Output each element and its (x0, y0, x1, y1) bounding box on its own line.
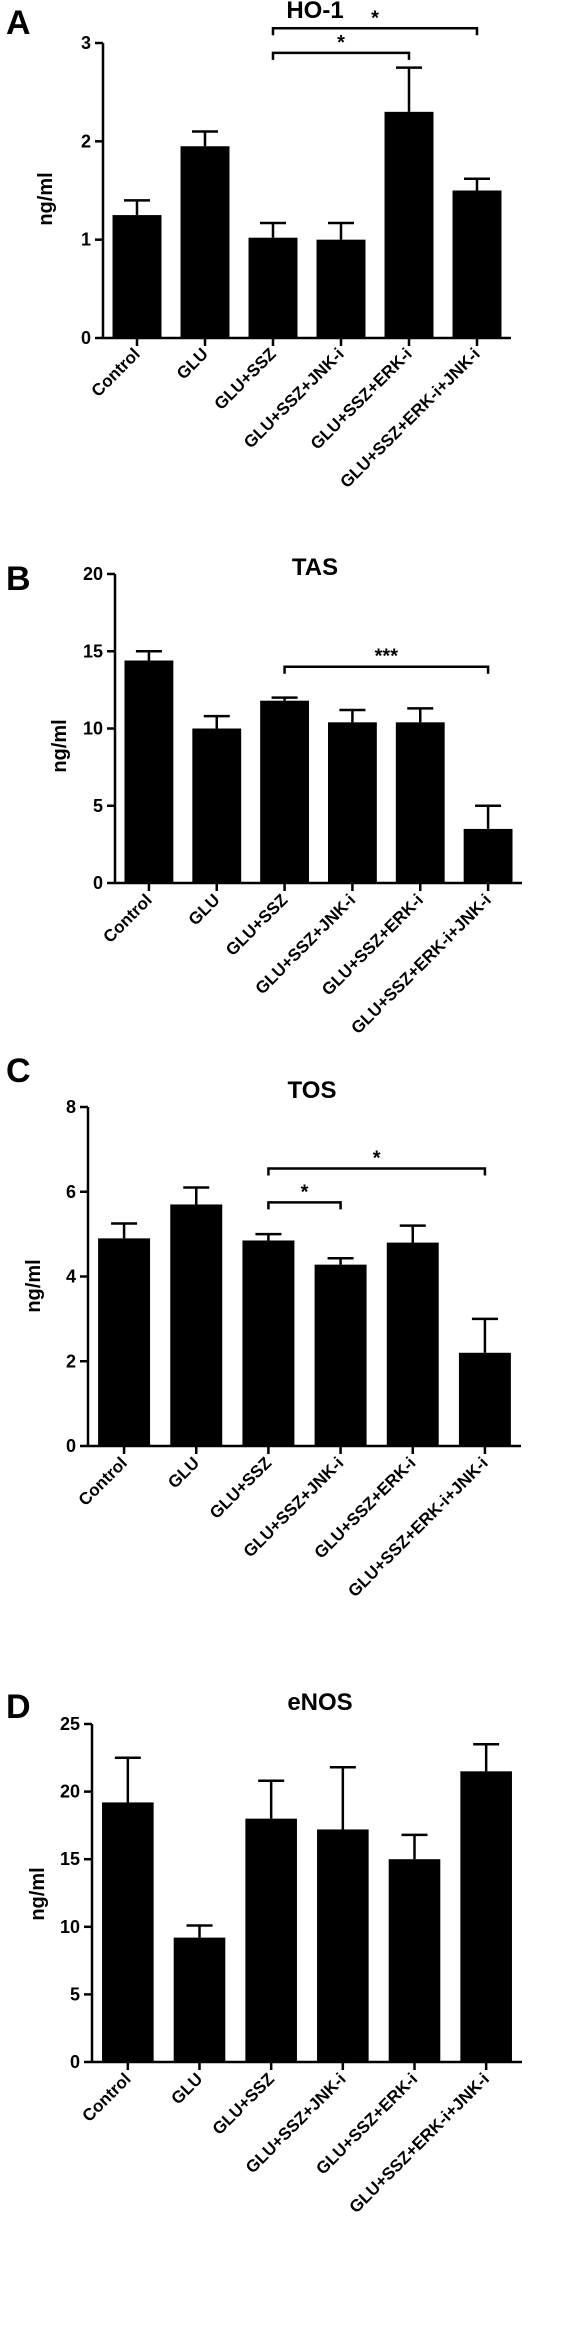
bar (452, 190, 502, 338)
significance-bracket (271, 27, 479, 36)
x-tick-label: Control (78, 2069, 134, 2125)
bar (460, 1771, 512, 2062)
chart-title: TAS (292, 554, 338, 581)
y-tick-label: 2 (81, 131, 91, 151)
x-tick-label: GLU+SSZ+ERK-i+JNK-i (344, 1453, 491, 1600)
y-axis-label: ng/ml (27, 1867, 49, 1920)
bar (180, 146, 230, 338)
bar (316, 239, 366, 338)
x-tick-label: GLU+SSZ (211, 344, 280, 413)
y-tick-label: 15 (83, 641, 103, 661)
y-tick-label: 0 (66, 1436, 76, 1456)
bar (386, 1242, 439, 1446)
chart-title: eNOS (287, 1689, 352, 1716)
x-tick-label: GLU+SSZ+ERK-i+JNK-i (348, 890, 495, 1037)
x-tick-label: GLU (168, 2069, 207, 2108)
y-tick-label: 5 (70, 1984, 80, 2004)
bar (242, 1240, 295, 1446)
bar (314, 1264, 367, 1446)
bar (384, 111, 434, 338)
x-tick-label: GLU+SSZ+ERK-i+JNK-i (336, 344, 483, 491)
y-tick-label: 8 (66, 1097, 76, 1117)
x-tick-label: Control (100, 890, 156, 946)
y-tick-label: 10 (60, 1917, 80, 1937)
bar (170, 1204, 223, 1446)
x-tick-label: Control (88, 344, 144, 400)
chart-title: TOS (288, 1077, 337, 1104)
y-tick-label: 3 (81, 33, 91, 53)
y-tick-label: 4 (66, 1267, 76, 1287)
significance-label: *** (375, 646, 399, 668)
x-tick-label: GLU (173, 344, 212, 383)
y-axis-label: ng/ml (35, 172, 57, 225)
y-tick-label: 1 (81, 230, 91, 250)
significance-label: * (373, 1147, 381, 1169)
bar (98, 1238, 151, 1446)
panel-letter: C (6, 1052, 31, 1090)
bar (395, 722, 445, 883)
bar (245, 1818, 297, 2062)
significance-label: * (371, 7, 379, 29)
x-tick-label: GLU (185, 890, 224, 929)
x-tick-label: GLU (164, 1453, 203, 1492)
bar (458, 1352, 511, 1446)
y-axis-label: ng/ml (49, 719, 71, 772)
chart-panel-c: C TOS ng/ml 0 2 4 6 8 Control GLU GLU+SSZ GLU+SS… (6, 1052, 521, 1601)
bar (317, 1829, 369, 2062)
bar (192, 728, 242, 883)
y-tick-label: 25 (60, 1714, 80, 1734)
significance-bracket (283, 665, 490, 674)
bar (260, 700, 310, 883)
y-tick-label: 6 (66, 1182, 76, 1202)
y-tick-label: 0 (93, 873, 103, 893)
y-tick-label: 0 (81, 328, 91, 348)
chart-title: HO-1 (286, 0, 343, 24)
y-tick-label: 2 (66, 1351, 76, 1371)
bar (173, 1937, 226, 2062)
bar (463, 828, 513, 883)
y-axis-label: ng/ml (23, 1259, 45, 1312)
significance-bracket (267, 1167, 487, 1176)
bar (102, 1802, 154, 2062)
panel-letter: D (6, 1688, 31, 1726)
x-tick-label: GLU+SSZ (209, 2069, 278, 2138)
panel-letter: A (6, 4, 31, 42)
y-tick-label: 10 (83, 719, 103, 739)
y-tick-label: 20 (60, 1782, 80, 1802)
bar (327, 722, 377, 883)
panel-letter: B (6, 560, 31, 598)
bar (388, 1859, 441, 2062)
bar (112, 215, 162, 338)
x-tick-label: GLU+SSZ (222, 890, 291, 959)
y-tick-label: 20 (83, 564, 103, 584)
x-tick-label: Control (75, 1453, 131, 1509)
y-tick-label: 15 (60, 1849, 80, 1869)
significance-bracket (267, 1201, 342, 1210)
bar (124, 660, 174, 883)
x-tick-label: GLU+SSZ (206, 1453, 275, 1522)
significance-bracket (271, 51, 411, 60)
significance-label: * (337, 32, 345, 54)
significance-label: * (301, 1181, 309, 1203)
y-tick-label: 0 (70, 2052, 80, 2072)
x-tick-label: GLU+SSZ+ERK-i+JNK-i (346, 2069, 493, 2216)
bar (248, 237, 298, 338)
y-tick-label: 5 (93, 796, 103, 816)
